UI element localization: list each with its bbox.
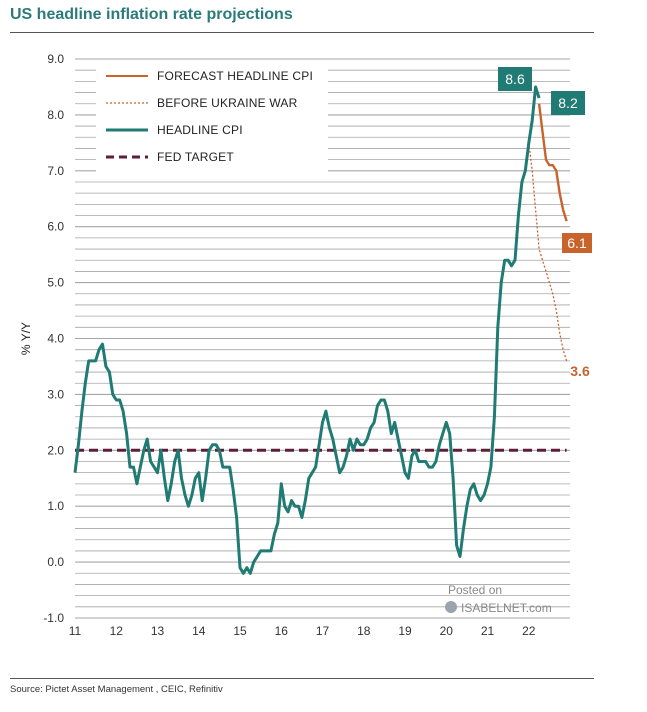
x-tick-label: 14 <box>192 624 206 638</box>
legend-label: BEFORE UKRAINE WAR <box>157 96 298 110</box>
legend-label: HEADLINE CPI <box>157 123 243 137</box>
annotations: 8.6 8.2 6.1 3.6 <box>498 67 592 379</box>
annotation-label: 3.6 <box>570 363 590 379</box>
watermark-line2: ISABELNET.com <box>461 601 552 615</box>
x-tick-label: 20 <box>440 624 454 638</box>
series-line-forecast-headline-cpi <box>537 103 568 222</box>
y-tick-label: 6.0 <box>47 220 64 234</box>
watermark: Posted on ISABELNET.com <box>445 583 552 615</box>
legend-label: FORECAST HEADLINE CPI <box>157 69 313 83</box>
x-tick-label: 15 <box>233 624 247 638</box>
source-divider <box>10 678 594 679</box>
globe-icon <box>445 601 457 613</box>
watermark-line1: Posted on <box>448 583 502 597</box>
annotation-label: 8.6 <box>505 71 525 87</box>
source-note: Source: Pictet Asset Management , CEIC, … <box>10 684 223 695</box>
legend-label: FED TARGET <box>157 150 234 164</box>
x-tick-label: 19 <box>398 624 412 638</box>
y-tick-label: 5.0 <box>47 276 64 290</box>
y-tick-label: 4.0 <box>47 332 64 346</box>
x-tick-label: 22 <box>522 624 536 638</box>
x-tick-label: 16 <box>275 624 289 638</box>
y-tick-label: 8.0 <box>47 108 64 122</box>
y-tick-label: 1.0 <box>47 499 64 513</box>
x-tick-label: 13 <box>151 624 165 638</box>
series-line-headline-cpi <box>73 85 541 575</box>
x-tick-label: 18 <box>357 624 371 638</box>
y-tick-label: 3.0 <box>47 387 64 401</box>
y-tick-label: 0.0 <box>47 555 64 569</box>
y-axis-label: % Y/Y <box>19 322 33 355</box>
title-divider <box>10 32 594 33</box>
y-tick-label: -1.0 <box>43 611 64 625</box>
annotation-label: 8.2 <box>558 95 578 111</box>
x-axis-ticks: 11 12 13 14 15 16 17 18 19 20 21 22 <box>69 624 536 638</box>
chart-title: US headline inflation rate projections <box>10 6 293 23</box>
y-axis-ticks: 9.0 8.0 7.0 6.0 5.0 4.0 3.0 2.0 1.0 0.0 -1.0 <box>43 52 64 625</box>
x-tick-label: 11 <box>69 624 82 638</box>
series-layer <box>73 85 568 575</box>
annotation-box <box>498 67 532 91</box>
y-tick-label: 2.0 <box>47 443 64 457</box>
legend: FORECAST HEADLINE CPI BEFORE UKRAINE WAR H… <box>96 64 328 176</box>
x-tick-label: 12 <box>110 624 124 638</box>
y-tick-label: 7.0 <box>47 164 64 178</box>
grid-lines <box>75 58 570 619</box>
annotation-box <box>551 91 585 115</box>
y-tick-label: 9.0 <box>47 52 64 66</box>
annotation-label: 6.1 <box>567 235 587 251</box>
series-line-before-ukraine-war <box>528 142 568 362</box>
annotation-box <box>562 233 592 253</box>
x-tick-label: 17 <box>316 624 330 638</box>
x-tick-label: 21 <box>481 624 495 638</box>
